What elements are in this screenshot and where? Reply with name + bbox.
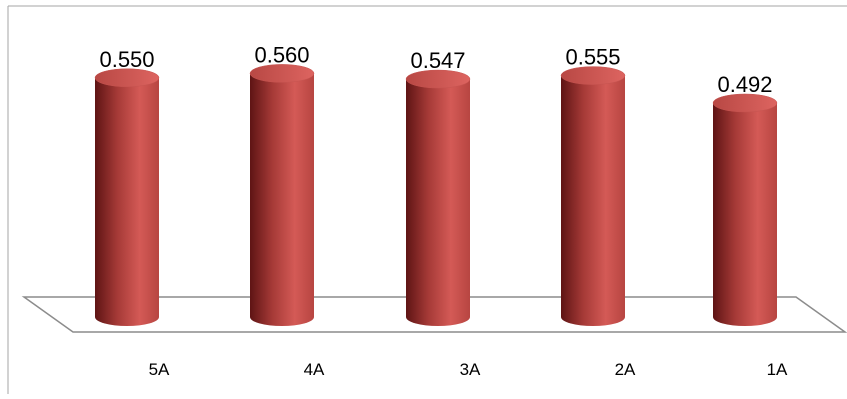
bar-body [406, 79, 470, 327]
bar-top-cap [405, 69, 471, 89]
bar-4a [249, 64, 315, 327]
bar-top-cap [712, 93, 778, 113]
data-label: 0.555 [565, 45, 620, 70]
category-label: 2A [615, 360, 636, 379]
bar-2a [560, 66, 626, 326]
bar-top-cap [94, 68, 160, 87]
bar-body [95, 77, 159, 326]
category-label: 1A [767, 360, 788, 379]
data-label: 0.492 [717, 72, 772, 97]
bar-body [561, 75, 625, 326]
bar-top-cap [560, 66, 626, 85]
category-label: 3A [460, 360, 481, 379]
bar-3a [405, 69, 471, 327]
category-label: 5A [149, 360, 170, 379]
bar-top-cap [249, 64, 315, 83]
category-label: 4A [304, 360, 325, 379]
data-label: 0.550 [99, 47, 154, 72]
bar-5a [94, 68, 160, 326]
bar-body [713, 102, 777, 326]
bar-1a [712, 93, 778, 326]
bar-body [250, 73, 314, 327]
data-label: 0.560 [254, 42, 309, 67]
data-label: 0.547 [410, 48, 465, 73]
